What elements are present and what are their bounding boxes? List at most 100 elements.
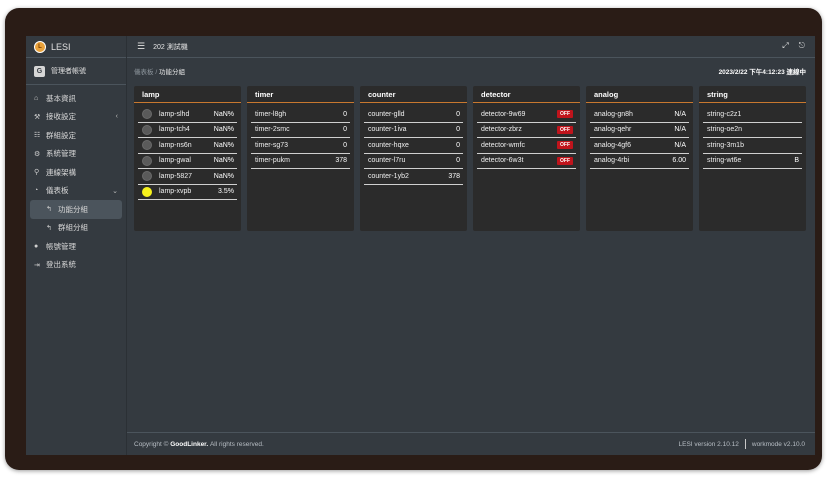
screen: L LESI G 管理者帳號 ⌂ 基本資訊 ⚒ 接收設定 ‹ ☷ [26,36,815,455]
sidebar-item-label: 帳號管理 [46,241,76,251]
list-item[interactable]: analog-4rbi 6.00 [590,154,689,169]
item-name: timer-pukm [255,157,291,165]
user-name: 管理者帳號 [51,68,86,75]
item-name: string-c2z1 [707,110,742,118]
list-item[interactable]: counter-1iva 0 [364,123,463,138]
item-value: 0 [456,126,460,134]
panel-title: analog [586,86,693,103]
item-name: detector-wmfc [481,141,525,149]
panel-string: string string-c2z1 string-oe2n string-3m… [699,86,806,231]
list-item[interactable]: detector-wmfc OFF [477,138,576,154]
topbar-actions: ⤢ ⎋ [782,41,805,51]
list-item[interactable]: counter-glld 0 [364,107,463,123]
workmode-version: workmode v2.10.0 [751,440,805,448]
user-panel[interactable]: G 管理者帳號 [26,58,126,85]
item-value: NaN% [213,172,234,180]
user-badge-icon: G [34,65,45,77]
item-name: string-wt6e [707,157,742,165]
breadcrumb-parent[interactable]: 儀表板 [134,69,154,76]
panel-counter: counter counter-glld 0 counter-1iva 0 coun… [360,86,467,231]
list-item[interactable]: counter-hqxe 0 [364,138,463,154]
list-item[interactable]: lamp-slhd NaN% [138,107,237,123]
list-item[interactable]: string-oe2n [703,123,802,138]
list-item[interactable]: counter-1yb2 378 [364,169,463,185]
sidebar-item-function-group[interactable]: ↰ 功能分組 [30,200,122,219]
menu-toggle-icon[interactable]: ☰ [137,41,146,51]
sidebar-item-label: 群組設定 [46,130,76,140]
page-title: 202 測試機 [153,43,188,51]
list-item[interactable]: timer-2smc 0 [251,123,350,138]
arrow-icon: ↰ [46,206,52,214]
sidebar-item-receive-settings[interactable]: ⚒ 接收設定 ‹ [26,108,126,127]
item-value: NaN% [213,141,234,149]
list-item[interactable]: detector-6w3t OFF [477,154,576,169]
item-value: 0 [456,157,460,165]
fullscreen-icon[interactable]: ⤢ [782,41,789,50]
copyright-prefix: Copyright © [134,440,169,448]
sidebar-item-connection[interactable]: ⚲ 連線架構 [26,163,126,182]
list-item[interactable]: lamp-xvpb 3.5% [138,185,237,200]
sidebar-item-label: 登出系統 [46,260,76,270]
footer: Copyright © GoodLinker. All rights reser… [127,432,815,455]
list-item[interactable]: string-wt6e B [703,154,802,169]
sidebar-item-dashboard[interactable]: ◔ 儀表板 ⌄ [26,182,126,201]
item-value: NaN% [213,110,234,118]
item-value: 0 [343,141,347,149]
sidebar-item-label: 系統管理 [46,149,76,159]
sidebar-item-label: 連線架構 [46,167,76,177]
item-name: lamp-5827 [159,172,193,180]
list-item[interactable]: timer-l8gh 0 [251,107,350,123]
item-value: 3.5% [218,188,234,196]
item-name: lamp-gwal [159,157,191,165]
list-item[interactable]: counter-l7ru 0 [364,154,463,169]
item-name: analog-4gf6 [594,141,631,149]
sidebar-item-basic-info[interactable]: ⌂ 基本資訊 [26,89,126,108]
item-value: NaN% [213,126,234,134]
brand[interactable]: L LESI [26,36,126,58]
sidebar-item-group-group[interactable]: ↰ 群組分組 [26,219,126,238]
exit-icon[interactable]: ⎋ [798,41,805,50]
item-value: 0 [343,126,347,134]
list-item[interactable]: string-c2z1 [703,107,802,123]
link-icon: ⚲ [34,169,40,177]
list-item[interactable]: string-3m1b [703,138,802,154]
list-item[interactable]: analog-4gf6 N/A [590,138,689,154]
list-item[interactable]: detector-zbrz OFF [477,123,576,138]
wrench-icon: ⚒ [34,113,41,121]
item-name: analog-gn8h [594,110,633,118]
chevron-left-icon: ‹ [115,113,118,121]
item-name: lamp-ns6n [159,141,192,149]
main-content: ☰ 202 測試機 ⤢ ⎋ 儀表板 / 功能分組 2023/2/22 下午4:1… [127,36,815,455]
panel-lamp: lamp lamp-slhd NaN% lamp-tch4 NaN% lamp-ns… [134,86,241,231]
list-item[interactable]: lamp-gwal NaN% [138,154,237,169]
list-item[interactable]: lamp-ns6n NaN% [138,138,237,154]
panel-title: timer [247,86,354,103]
status-badge: OFF [557,125,573,134]
list-item[interactable]: analog-qehr N/A [590,123,689,138]
divider [744,439,746,449]
panel-analog: analog analog-gn8h N/A analog-qehr N/A ana… [586,86,693,231]
list-item[interactable]: lamp-tch4 NaN% [138,123,237,138]
status-badge: OFF [557,141,573,150]
panel-title: lamp [134,86,241,103]
item-value: 6.00 [672,157,686,165]
item-name: lamp-slhd [159,110,190,118]
item-name: counter-1iva [368,126,407,134]
sidebar-item-system-admin[interactable]: ⚙ 系統管理 [26,145,126,164]
logout-icon: ⇥ [34,261,40,269]
sidebar-item-group-settings[interactable]: ☷ 群組設定 [26,126,126,145]
list-item[interactable]: lamp-5827 NaN% [138,169,237,185]
company-link[interactable]: GoodLinker. [170,440,209,448]
list-item[interactable]: timer-pukm 378 [251,154,350,169]
list-item[interactable]: detector-9w69 OFF [477,107,576,123]
list-item[interactable]: timer-sg73 0 [251,138,350,154]
item-name: timer-2smc [255,126,290,134]
panel-timer: timer timer-l8gh 0 timer-2smc 0 timer-sg73… [247,86,354,231]
item-name: detector-9w69 [481,110,526,118]
panel-title: detector [473,86,580,103]
list-item[interactable]: analog-gn8h N/A [590,107,689,123]
sidebar-item-logout[interactable]: ⇥ 登出系統 [26,256,126,275]
dashboard-icon: ◔ [34,187,39,195]
panel-title: counter [360,86,467,103]
sidebar-item-account-admin[interactable]: ● 帳號管理 [26,237,126,256]
